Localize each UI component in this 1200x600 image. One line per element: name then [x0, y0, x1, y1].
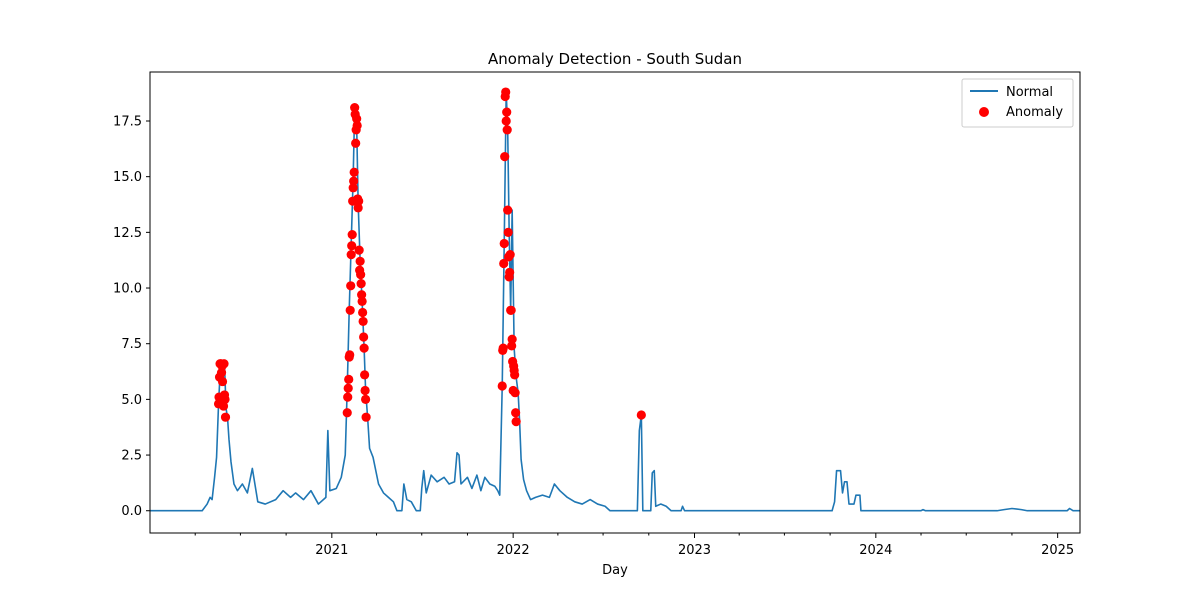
anomaly-point [503, 205, 513, 215]
anomaly-point [511, 417, 521, 427]
y-tick-label: 7.5 [121, 337, 142, 352]
legend: Normal Anomaly [961, 78, 1074, 128]
anomaly-point [499, 238, 509, 249]
series-line-normal [150, 91, 1080, 512]
legend-anomaly-label: Anomaly [1006, 105, 1063, 120]
anomaly-point [507, 334, 517, 344]
anomaly-point [343, 383, 353, 393]
anomaly-point [217, 376, 228, 387]
anomaly-point [346, 281, 356, 291]
anomaly-point [350, 103, 360, 113]
anomaly-point [502, 125, 512, 135]
anomaly-point [352, 114, 362, 124]
anomaly-point [345, 350, 355, 360]
anomaly-point [636, 410, 646, 420]
y-tick-label: 2.5 [121, 449, 142, 464]
x-tick-label: 2021 [315, 543, 348, 558]
anomaly-point [349, 176, 359, 186]
x-tick-label: 2025 [1041, 543, 1074, 558]
legend-anomaly-swatch [979, 107, 989, 117]
anomaly-point [345, 305, 355, 315]
anomaly-point [357, 296, 367, 306]
anomaly-point [361, 394, 371, 404]
anomaly-point [360, 370, 370, 380]
anomaly-point [354, 196, 364, 206]
anomaly-point [349, 167, 359, 177]
anomaly-point [216, 368, 227, 378]
anomaly-point [510, 388, 520, 398]
anomaly-point [343, 392, 353, 402]
anomaly-point [503, 227, 513, 237]
anomaly-point [505, 267, 515, 278]
x-axis-label: Day [602, 563, 628, 578]
anomaly-point [497, 381, 507, 391]
x-tick-label: 2022 [497, 543, 530, 558]
anomaly-point [501, 87, 511, 97]
anomaly-point [355, 256, 365, 266]
anomaly-point [510, 370, 520, 380]
anomaly-point [506, 305, 516, 315]
anomaly-point [361, 412, 371, 422]
anomaly-point [346, 250, 356, 260]
anomaly-point [356, 270, 366, 280]
x-tick-label: 2023 [678, 543, 711, 558]
anomaly-point [347, 229, 357, 240]
anomaly-point [511, 408, 521, 418]
anomaly-point [219, 359, 229, 369]
anomaly-point [344, 374, 354, 384]
anomaly-point [354, 245, 364, 255]
legend-normal-label: Normal [1006, 85, 1053, 100]
anomaly-point [220, 412, 231, 422]
anomaly-point [358, 307, 368, 318]
anomaly-point [342, 408, 352, 418]
anomaly-point [352, 120, 362, 131]
plot-frame [149, 71, 1081, 534]
y-tick-label: 10.0 [113, 282, 142, 297]
x-tick-label: 2024 [859, 543, 892, 558]
anomaly-point [360, 385, 370, 396]
anomaly-point [505, 250, 515, 260]
anomaly-point [359, 343, 369, 353]
anomaly-point [347, 241, 357, 251]
anomaly-point [359, 332, 369, 342]
anomaly-point [220, 394, 230, 404]
anomaly-point [498, 343, 508, 353]
anomaly-point [507, 341, 517, 351]
anomaly-point [357, 290, 367, 300]
anomaly-point [356, 278, 366, 289]
anomaly-point [500, 152, 510, 162]
anomaly-point [501, 116, 511, 126]
y-axis: 0.0 2.5 5.0 7.5 10.0 12.5 15.0 17.5 [113, 114, 150, 519]
anomaly-point [351, 138, 361, 148]
anomaly-point [502, 107, 512, 117]
y-tick-label: 15.0 [113, 170, 142, 185]
anomaly-point [348, 183, 358, 193]
chart-title: Anomaly Detection - South Sudan [488, 50, 742, 68]
y-tick-label: 17.5 [113, 114, 142, 129]
y-tick-label: 5.0 [121, 393, 142, 408]
anomaly-point [353, 203, 363, 213]
y-tick-label: 0.0 [121, 504, 142, 519]
plot-area [149, 71, 1081, 534]
anomaly-point [499, 258, 509, 269]
anomaly-point [358, 316, 368, 327]
x-axis: 2021 2022 2023 2024 2025 [194, 533, 1074, 558]
y-tick-label: 12.5 [113, 226, 142, 241]
